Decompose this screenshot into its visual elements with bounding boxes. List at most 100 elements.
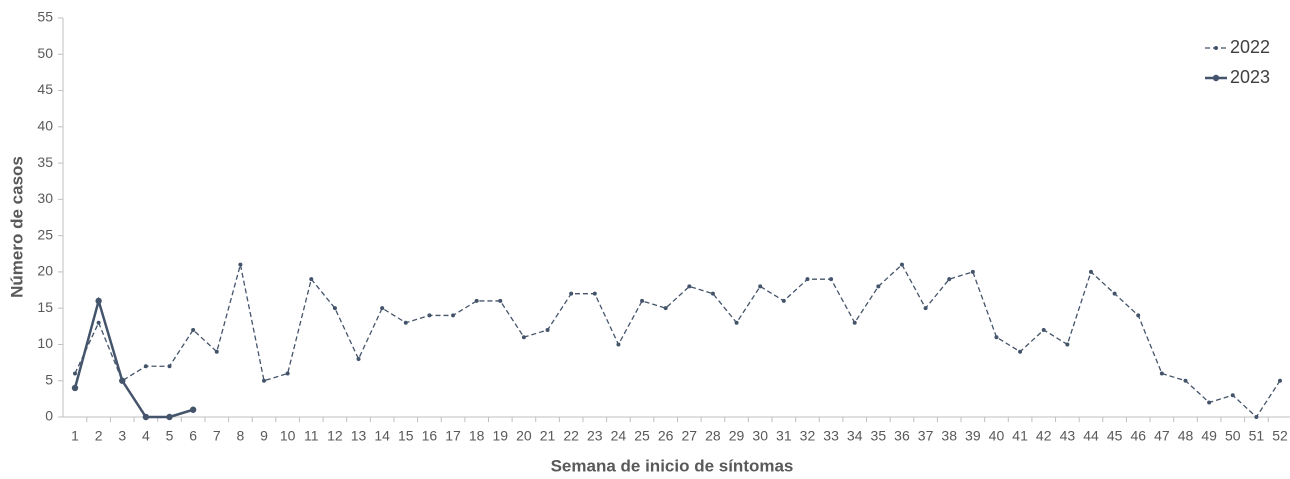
y-tick-label: 0: [45, 408, 53, 424]
point: [829, 277, 834, 282]
point: [1088, 269, 1093, 274]
x-tick-label: 19: [493, 428, 509, 444]
y-axis-title: Número de casos: [7, 156, 26, 298]
y-tick-label: 50: [37, 45, 53, 61]
point: [403, 320, 408, 325]
x-tick-label: 33: [823, 428, 839, 444]
point: [1018, 349, 1023, 354]
x-tick-label: 22: [563, 428, 579, 444]
point: [95, 297, 102, 305]
x-tick-label: 8: [236, 428, 244, 444]
x-tick-label: 16: [422, 428, 438, 444]
x-tick-label: 2: [95, 428, 103, 444]
x-tick-label: 48: [1178, 428, 1194, 444]
y-tick-label: 45: [37, 81, 53, 97]
x-tick-label: 44: [1083, 428, 1099, 444]
point: [142, 413, 150, 421]
x-tick-label: 17: [445, 428, 461, 444]
x-tick-label: 26: [658, 428, 674, 444]
point: [143, 364, 148, 369]
point: [876, 284, 881, 289]
x-tick-label: 29: [729, 428, 745, 444]
x-tick-label: 52: [1272, 428, 1288, 444]
x-tick-label: 21: [540, 428, 556, 444]
x-tick-label: 14: [374, 428, 390, 444]
x-tick-label: 23: [587, 428, 603, 444]
x-axis-title: Semana de inicio de síntomas: [551, 456, 794, 475]
point: [427, 313, 432, 318]
point: [214, 349, 219, 354]
y-tick-label: 20: [37, 263, 53, 279]
x-tick-label: 6: [189, 428, 197, 444]
point: [191, 327, 196, 332]
point: [758, 284, 763, 289]
x-tick-label: 35: [871, 428, 887, 444]
x-tick-label: 43: [1060, 428, 1076, 444]
point: [474, 298, 479, 303]
x-tick-label: 24: [611, 428, 627, 444]
point: [1278, 378, 1282, 383]
x-tick-label: 4: [142, 428, 150, 444]
legend-marker: [1214, 46, 1218, 50]
point: [994, 335, 999, 340]
y-tick-label: 35: [37, 154, 53, 170]
x-tick-label: 1: [71, 428, 79, 444]
x-tick-label: 40: [989, 428, 1005, 444]
x-tick-label: 27: [682, 428, 698, 444]
point: [947, 277, 952, 282]
point: [640, 298, 645, 303]
series-line: [73, 296, 194, 419]
point: [781, 298, 786, 303]
point: [687, 284, 692, 289]
x-tick-label: 30: [752, 428, 768, 444]
point: [309, 277, 314, 282]
x-tick-label: 11: [304, 428, 319, 444]
x-tick-label: 20: [516, 428, 532, 444]
x-tick-label: 45: [1107, 428, 1123, 444]
point: [1207, 400, 1212, 405]
point: [521, 335, 526, 340]
point: [545, 327, 550, 332]
point: [71, 384, 79, 392]
point: [1159, 371, 1164, 376]
x-tick-label: 28: [705, 428, 721, 444]
legend-label: 2022: [1230, 37, 1270, 57]
y-tick-label: 55: [37, 9, 53, 25]
x-tick-label: 51: [1249, 428, 1265, 444]
point: [238, 262, 243, 267]
point: [970, 269, 975, 274]
point: [451, 313, 456, 318]
x-tick-label: 46: [1130, 428, 1146, 444]
legend-label: 2023: [1230, 67, 1270, 87]
point: [1183, 378, 1188, 383]
x-tick-label: 32: [800, 428, 816, 444]
point: [805, 277, 810, 282]
x-tick-label: 12: [327, 428, 343, 444]
point: [285, 371, 290, 376]
x-tick-label: 41: [1012, 428, 1028, 444]
point: [923, 306, 928, 311]
x-tick-label: 13: [351, 428, 367, 444]
point: [189, 406, 197, 413]
point: [96, 320, 101, 325]
series-line: [74, 263, 1281, 418]
point: [1065, 342, 1070, 347]
y-tick-label: 30: [37, 190, 53, 206]
point: [1136, 313, 1141, 318]
x-tick-label: 31: [776, 428, 792, 444]
x-tick-label: 42: [1036, 428, 1052, 444]
point: [356, 356, 361, 361]
x-tick-label: 25: [634, 428, 650, 444]
x-tick-label: 9: [260, 428, 268, 444]
x-tick-label: 47: [1154, 428, 1170, 444]
x-tick-label: 5: [166, 428, 174, 444]
point: [73, 371, 77, 376]
point: [852, 320, 857, 325]
point: [616, 342, 621, 347]
x-tick-label: 18: [469, 428, 485, 444]
point: [592, 291, 597, 296]
x-tick-label: 36: [894, 428, 910, 444]
y-tick-label: 15: [37, 299, 53, 315]
point: [167, 364, 172, 369]
